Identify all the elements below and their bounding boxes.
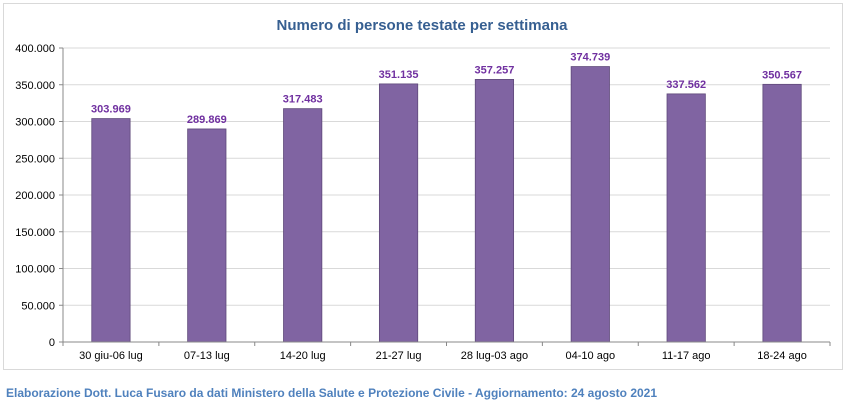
bars — [91, 66, 802, 343]
x-tick-label: 18-24 ago — [757, 350, 807, 362]
y-tick-label: 150.000 — [15, 227, 55, 239]
y-tick-label: 300.000 — [15, 117, 55, 129]
data-label: 350.567 — [762, 69, 802, 81]
bar — [91, 118, 131, 343]
data-label: 357.257 — [475, 64, 515, 76]
x-tick-label: 04-10 ago — [566, 350, 616, 362]
bar — [762, 83, 802, 343]
data-label: 317.483 — [283, 94, 323, 106]
x-tick-label: 11-17 ago — [662, 350, 711, 362]
x-axis: 30 giu-06 lug 07-13 lug 14-20 lug 21-27 lug… — [62, 341, 831, 362]
bar — [666, 93, 706, 343]
chart-area: Numero di persone testate per settimana … — [3, 3, 843, 370]
y-tick-label: 400.000 — [15, 43, 55, 55]
bar — [378, 83, 419, 343]
y-tick-label: 250.000 — [15, 153, 55, 165]
y-tick-label: 200.000 — [15, 190, 55, 202]
data-label: 303.969 — [91, 104, 131, 116]
bar-chart: Numero di persone testate per settimana … — [15, 17, 831, 362]
y-tick-label: 100.000 — [15, 264, 55, 276]
footer-note: Elaborazione Dott. Luca Fusaro da dati M… — [6, 386, 658, 400]
x-tick-label: 28 lug-03 ago — [461, 350, 528, 362]
data-label: 351.135 — [379, 69, 419, 81]
data-labels: 303.969 289.869 317.483 351.135 357.257 374.7… — [91, 52, 802, 126]
bar — [283, 108, 323, 343]
x-tick-label: 30 giu-06 lug — [79, 350, 143, 362]
data-label: 289.869 — [187, 114, 227, 126]
bar — [474, 79, 515, 343]
x-tick-label: 21-27 lug — [376, 350, 422, 362]
bar — [570, 66, 610, 343]
y-tick-label: 0 — [49, 337, 55, 349]
y-tick-label: 50.000 — [21, 300, 55, 312]
y-axis: 0 50.000 100.000 150.000 200.000 250.000 300.0… — [15, 43, 64, 349]
data-label: 374.739 — [570, 52, 610, 64]
bar — [187, 128, 227, 343]
x-tick-label: 14-20 lug — [280, 350, 326, 362]
data-label: 337.562 — [666, 79, 706, 91]
chart-title: Numero di persone testate per settimana — [277, 17, 569, 34]
x-tick-label: 07-13 lug — [184, 350, 230, 362]
gridlines — [63, 47, 830, 306]
y-tick-label: 350.000 — [15, 80, 55, 92]
